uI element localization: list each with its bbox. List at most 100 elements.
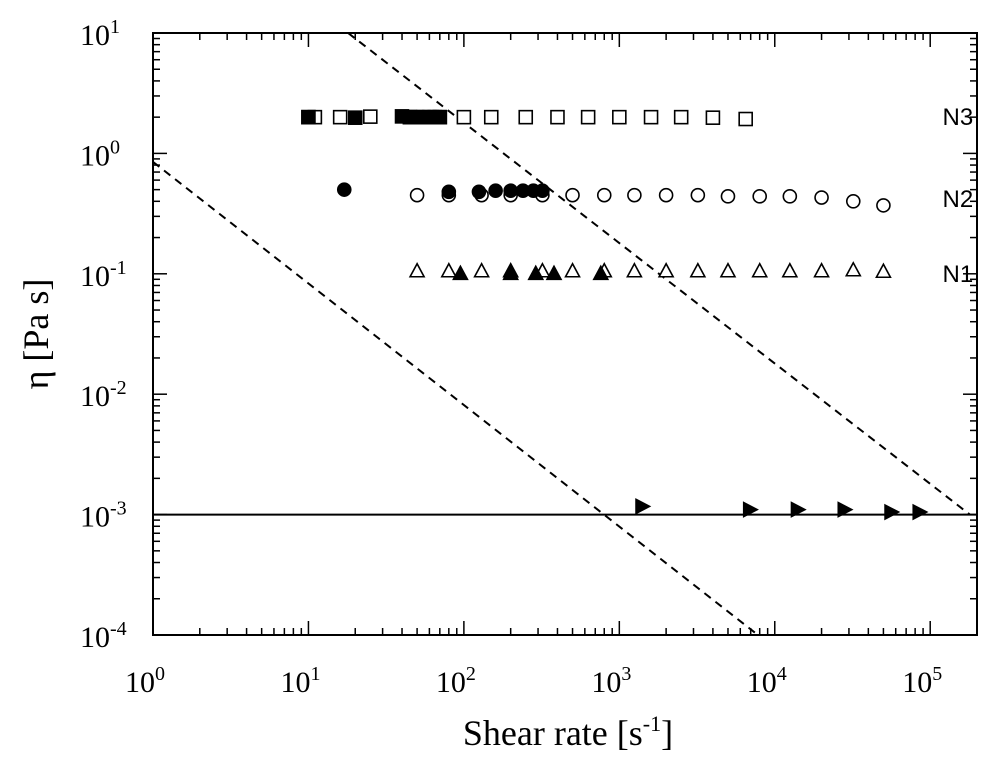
data-point-square-open [612, 109, 627, 125]
plot-frame [152, 32, 978, 636]
data-point-triangle-up-filled [452, 264, 469, 281]
data-point-square-open [738, 111, 753, 127]
reference-lines [153, 33, 977, 635]
x-axis-title: Shear rate [s-1] [463, 711, 673, 753]
x-tick-label: 102 [436, 663, 476, 699]
y-tick-label-exponent: -4 [110, 618, 127, 640]
data-point-square-open [705, 110, 721, 125]
series-label: N3 [943, 104, 974, 131]
x-tick-label-exponent: 1 [310, 663, 320, 685]
y-tick-label-base: 10 [80, 501, 110, 534]
y-tick-label: 101 [80, 16, 120, 52]
y-tick-label-base: 10 [80, 139, 110, 172]
data-point-square-open [673, 109, 689, 125]
data-point-triangle-up-filled [592, 264, 610, 281]
axis-ticks [152, 32, 978, 636]
data-point-triangle-up-open [719, 262, 737, 278]
data-markers [301, 109, 929, 521]
data-point-triangle-up-open [408, 262, 426, 278]
data-point-triangle-right-filled [837, 501, 854, 518]
y-tick-label-base: 10 [80, 380, 110, 413]
data-point-circle-open [720, 189, 736, 204]
data-point-square-filled [347, 110, 363, 125]
data-point-circle-filled [336, 182, 352, 197]
data-point-triangle-up-filled [502, 264, 520, 281]
data-point-triangle-up-filled [545, 264, 563, 281]
y-tick-label-exponent: -3 [110, 498, 127, 520]
data-point-triangle-up-open [564, 262, 581, 278]
data-point-circle-open [658, 187, 674, 203]
data-point-square-open [550, 109, 565, 125]
y-tick-label-exponent: -2 [110, 377, 127, 399]
x-tick-label-base: 10 [902, 666, 932, 699]
y-tick-label-base: 10 [80, 19, 110, 52]
x-tick-label-base: 10 [591, 666, 621, 699]
series-labels: N3 N2 N1 [943, 104, 974, 288]
y-tick-label: 100 [80, 136, 120, 172]
data-point-triangle-up-open [781, 262, 799, 278]
data-point-circle-filled [488, 183, 503, 199]
data-point-square-open [456, 109, 472, 125]
x-axis-title-unit-exponent: -1 [643, 711, 661, 736]
x-axis-title-close: ] [661, 713, 673, 753]
data-point-triangle-right-filled [790, 501, 807, 518]
x-tick-label-exponent: 4 [777, 663, 787, 685]
data-point-square-open [518, 109, 534, 125]
y-tick-label: 10-4 [80, 618, 127, 654]
data-point-circle-filled [503, 183, 518, 199]
data-point-circle-open [596, 187, 612, 203]
data-point-circle-open [845, 194, 861, 209]
data-point-square-filled [301, 109, 316, 125]
x-tick-label-exponent: 3 [621, 663, 631, 685]
data-point-circle-open [690, 187, 706, 203]
data-point-circle-open [627, 187, 642, 203]
data-point-circle-open [565, 187, 580, 203]
y-tick-label-base: 10 [80, 260, 110, 293]
x-tick-label: 105 [902, 663, 942, 699]
data-point-triangle-up-open [875, 262, 892, 279]
data-point-triangle-up-open [844, 261, 862, 277]
data-point-square-open [332, 109, 348, 125]
data-point-triangle-up-open [657, 262, 675, 278]
x-tick-label: 103 [591, 663, 631, 699]
data-point-triangle-right-filled [912, 503, 929, 521]
series-label: N1 [943, 261, 974, 288]
y-tick-label: 10-2 [80, 377, 127, 413]
data-point-triangle-up-open [440, 262, 458, 278]
data-point-triangle-right-filled [884, 503, 901, 521]
data-point-circle-filled [441, 184, 457, 200]
y-tick-label: 10-3 [80, 498, 127, 534]
y-tick-label: 10-1 [80, 257, 127, 293]
y-tick-label-exponent: 1 [110, 16, 120, 38]
x-tick-label-base: 10 [436, 666, 466, 699]
data-point-circle-filled [535, 183, 550, 199]
dashed-reference-line [153, 161, 759, 635]
x-tick-label-base: 10 [125, 666, 155, 699]
x-tick-labels: 100 101 102 103 104 105 [125, 663, 942, 699]
x-tick-label: 100 [125, 663, 165, 699]
data-point-triangle-right-filled [635, 498, 652, 515]
data-point-triangle-up-open [473, 262, 490, 278]
data-point-triangle-up-filled [527, 264, 545, 281]
data-point-triangle-right-filled [742, 501, 759, 518]
x-tick-label: 104 [747, 663, 787, 699]
data-point-circle-open [876, 198, 891, 213]
data-point-square-open [483, 109, 499, 125]
y-axis-title: η [Pa s] [16, 279, 56, 390]
y-tick-label-exponent: -1 [110, 257, 127, 279]
data-point-triangle-up-open [813, 262, 830, 278]
x-tick-label-exponent: 5 [932, 663, 942, 685]
x-axis-title-main: Shear rate [s [463, 713, 643, 753]
data-point-triangle-up-open [751, 262, 769, 278]
dashed-reference-line [347, 33, 971, 516]
x-tick-label-exponent: 2 [466, 663, 476, 685]
x-tick-label-exponent: 0 [155, 663, 165, 685]
series-label: N2 [943, 186, 974, 213]
x-tick-label-base: 10 [747, 666, 777, 699]
data-point-circle-open [409, 187, 425, 203]
data-point-circle-open [752, 189, 768, 204]
data-point-square-filled [432, 109, 448, 125]
data-point-circle-open [814, 190, 829, 205]
